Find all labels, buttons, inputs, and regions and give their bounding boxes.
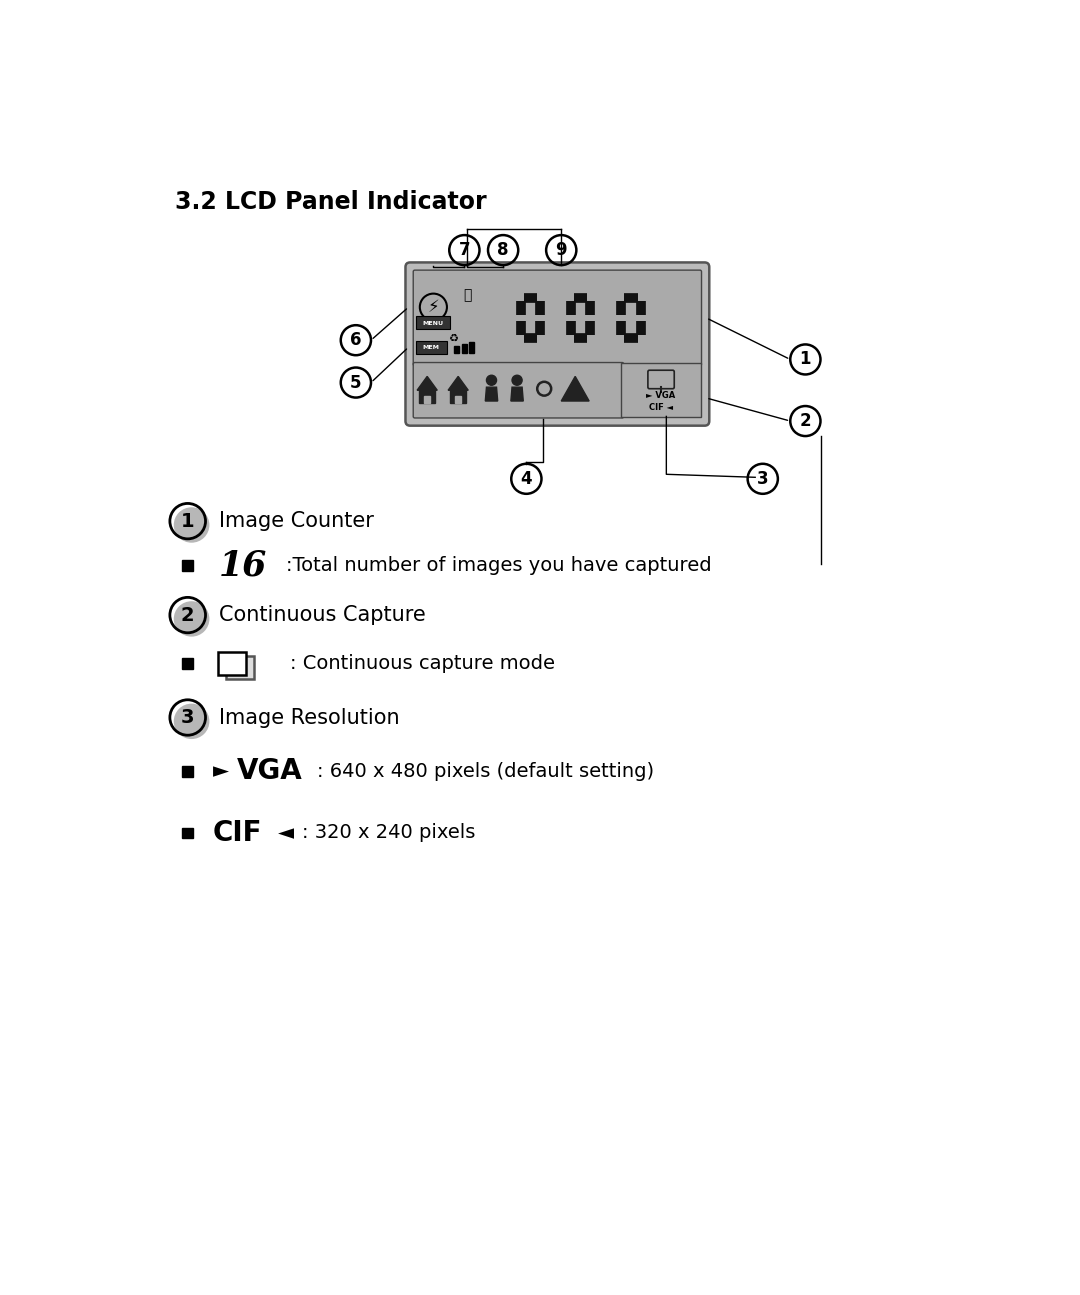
Text: CIF ◄: CIF ◄: [649, 403, 673, 412]
Text: ◄: ◄: [279, 824, 295, 843]
Circle shape: [420, 294, 447, 321]
Bar: [183, 828, 193, 838]
Bar: [424, 396, 430, 403]
Bar: [461, 343, 467, 354]
Circle shape: [486, 376, 497, 385]
Text: MENU: MENU: [422, 321, 443, 326]
Text: 8: 8: [498, 241, 509, 259]
Bar: [419, 390, 435, 403]
Bar: [455, 346, 459, 354]
Polygon shape: [562, 377, 590, 401]
Text: 5: 5: [350, 373, 362, 391]
Text: ► VGA: ► VGA: [647, 391, 676, 400]
FancyBboxPatch shape: [414, 271, 702, 365]
Polygon shape: [448, 377, 469, 390]
Bar: [450, 390, 465, 403]
Circle shape: [174, 601, 210, 637]
Text: : 320 x 240 pixels: : 320 x 240 pixels: [301, 824, 475, 843]
Text: :Total number of images you have captured: :Total number of images you have capture…: [286, 557, 712, 575]
Circle shape: [174, 703, 210, 739]
FancyBboxPatch shape: [621, 364, 701, 417]
Bar: [183, 561, 193, 571]
Text: 3: 3: [181, 708, 194, 726]
Text: 3: 3: [757, 470, 769, 488]
Text: VGA: VGA: [238, 758, 303, 785]
Circle shape: [174, 508, 210, 543]
FancyBboxPatch shape: [416, 316, 449, 329]
Text: 1: 1: [799, 351, 811, 369]
FancyBboxPatch shape: [416, 341, 446, 354]
Text: 2: 2: [799, 412, 811, 430]
Text: 4: 4: [521, 470, 532, 488]
Text: CIF: CIF: [213, 818, 262, 847]
Text: 16: 16: [218, 549, 267, 583]
Polygon shape: [511, 387, 524, 401]
Bar: [183, 658, 193, 670]
Text: ⏱: ⏱: [463, 287, 472, 302]
Text: ►: ►: [213, 761, 229, 781]
Text: 1: 1: [180, 512, 194, 531]
Text: Image Counter: Image Counter: [218, 512, 374, 531]
Text: 3.2 LCD Panel Indicator: 3.2 LCD Panel Indicator: [175, 190, 487, 214]
Bar: [469, 342, 474, 354]
Text: MEM: MEM: [422, 346, 440, 351]
Text: Continuous Capture: Continuous Capture: [218, 605, 426, 625]
Polygon shape: [417, 377, 437, 390]
Polygon shape: [485, 387, 498, 401]
FancyBboxPatch shape: [405, 263, 710, 426]
FancyBboxPatch shape: [648, 370, 674, 388]
Bar: [183, 767, 193, 777]
Text: : Continuous capture mode: : Continuous capture mode: [291, 654, 555, 673]
Circle shape: [512, 376, 522, 385]
Text: 2: 2: [180, 606, 194, 624]
Text: ♻: ♻: [448, 333, 458, 343]
FancyBboxPatch shape: [218, 653, 246, 675]
FancyBboxPatch shape: [414, 363, 624, 418]
Text: 9: 9: [555, 241, 567, 259]
FancyBboxPatch shape: [226, 655, 254, 679]
Text: 6: 6: [350, 332, 362, 350]
Bar: [455, 396, 461, 403]
Text: : 640 x 480 pixels (default setting): : 640 x 480 pixels (default setting): [318, 761, 654, 781]
Text: ⚡: ⚡: [428, 298, 440, 316]
Text: Image Resolution: Image Resolution: [218, 707, 400, 728]
Text: 7: 7: [459, 241, 470, 259]
